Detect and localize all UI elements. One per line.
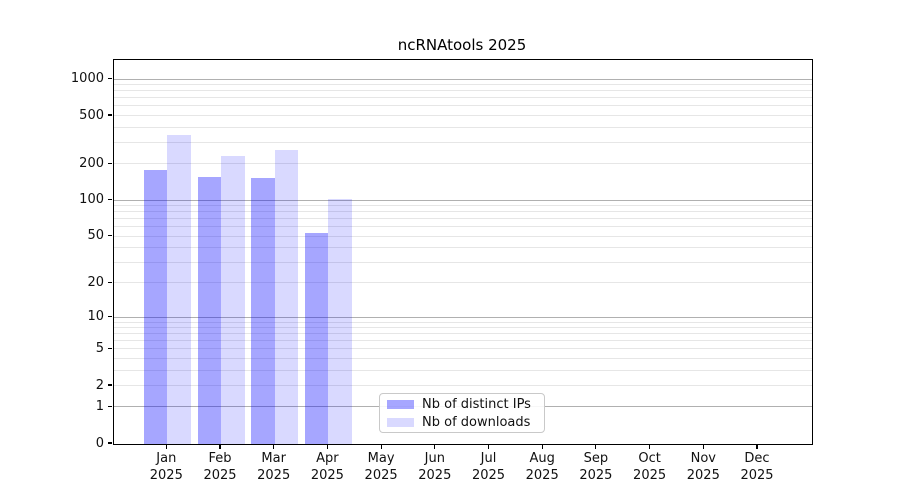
x-tick-label: Aug 2025 [525,451,559,483]
legend: Nb of distinct IPs Nb of downloads [379,393,545,433]
plot-area [113,59,813,445]
y-tick-mark [108,442,112,444]
legend-label-distinct-ips: Nb of distinct IPs [422,396,531,412]
x-tick-mark [649,444,651,449]
y-tick-label: 10 [87,309,104,324]
y-tick-label: 100 [79,192,104,208]
gridline-minor [114,126,812,128]
x-tick-mark [756,444,758,449]
bar-distinct-ips-apr [304,232,329,444]
y-tick-mark [108,347,112,350]
bar-downloads-apr [328,198,352,444]
gridline-minor [114,327,812,329]
y-tick-mark [108,162,112,164]
gridline-minor [114,97,812,99]
gridline-minor [114,84,812,86]
gridline-minor [114,235,812,237]
gridline-minor [114,333,812,335]
bar-downloads-feb [221,155,245,444]
x-tick-mark [165,444,167,449]
y-tick-mark [108,384,112,386]
gridline-minor [114,218,812,220]
gridline-minor [114,115,812,117]
y-tick-label: 0 [95,435,104,451]
y-tick-label: 200 [79,155,104,171]
bar-distinct-ips-jan [143,169,168,444]
x-tick-label: Jul 2025 [471,451,506,483]
gridline-minor [114,205,812,207]
x-tick-mark [326,444,328,449]
y-tick-label: 5 [95,340,104,356]
legend-swatch-downloads [387,417,414,427]
gridline-minor [114,261,812,263]
y-tick-mark [108,198,112,201]
y-tick-mark [108,281,112,283]
gridline-minor [114,385,812,387]
chart-title: ncRNAtools 2025 [397,36,527,54]
x-tick-mark [434,444,436,449]
y-tick-label: 1000 [70,71,104,87]
x-tick-label: May 2025 [364,451,398,483]
gridline-minor [114,141,812,143]
y-tick-mark [108,405,112,408]
y-tick-mark [108,234,112,237]
x-tick-mark [273,444,275,449]
y-tick-label: 500 [79,107,104,123]
x-tick-mark [380,444,382,449]
gridline-minor [114,321,812,323]
gridline-minor [114,226,812,228]
gridline-minor [114,105,812,107]
gridline-major [114,199,812,201]
x-tick-mark [595,444,597,449]
legend-label-downloads: Nb of downloads [422,414,531,430]
x-tick-label: Sep 2025 [579,451,613,483]
y-tick-label: 50 [87,228,104,244]
x-tick-label: Mar 2025 [257,451,291,483]
y-tick-label: 1 [95,398,104,414]
x-tick-mark [487,444,490,449]
x-tick-label: Oct 2025 [633,451,667,483]
bar-distinct-ips-mar [251,178,275,444]
x-tick-mark [219,444,221,449]
x-tick-label: Jun 2025 [418,451,452,483]
legend-swatch-distinct-ips [387,399,414,409]
x-tick-mark [702,444,704,449]
x-tick-label: Jan 2025 [149,451,183,483]
gridline-major [114,316,812,318]
x-tick-label: Dec 2025 [740,451,774,483]
gridline-minor [114,348,812,350]
gridline-minor [114,282,812,284]
y-tick-mark [108,114,112,116]
gridline-minor [114,163,812,165]
gridline-minor [114,369,812,371]
gridline-minor [114,211,812,213]
gridline-minor [114,90,812,92]
gridline-minor [114,247,812,249]
y-tick-mark [108,77,112,80]
legend-row: Nb of distinct IPs [387,397,544,412]
y-tick-label: 2 [95,377,104,393]
x-tick-label: Apr 2025 [310,451,344,483]
gridline-major [114,78,812,80]
x-tick-label: Nov 2025 [686,451,720,483]
bar-downloads-mar [274,150,299,444]
x-tick-mark [541,444,543,449]
bar-distinct-ips-feb [197,176,221,444]
gridline-minor [114,340,812,342]
x-tick-label: Feb 2025 [203,451,237,483]
y-tick-mark [108,315,112,318]
gridline-minor [114,358,812,360]
legend-row: Nb of downloads [387,415,544,430]
y-tick-label: 20 [87,274,104,290]
bar-downloads-jan [167,134,191,444]
